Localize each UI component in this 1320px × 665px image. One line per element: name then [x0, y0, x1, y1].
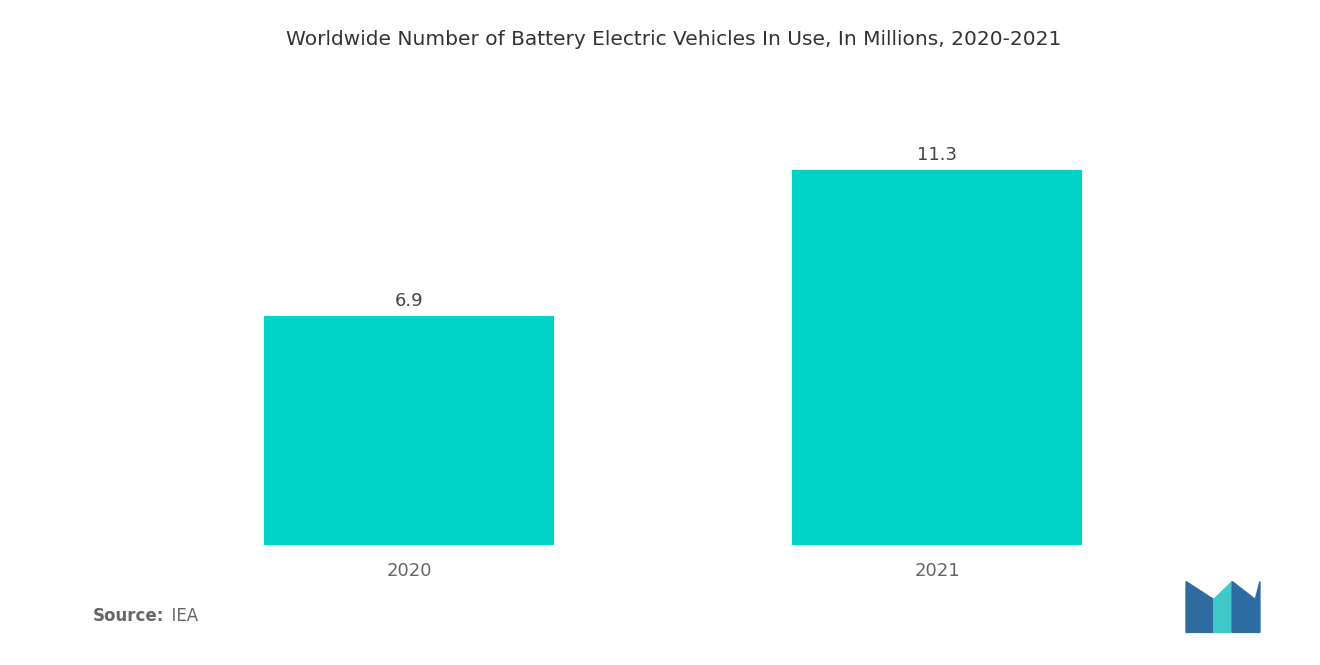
Text: 6.9: 6.9: [395, 292, 424, 310]
Title: Worldwide Number of Battery Electric Vehicles In Use, In Millions, 2020-2021: Worldwide Number of Battery Electric Veh…: [285, 30, 1061, 49]
Bar: [264, 316, 554, 545]
Text: IEA: IEA: [161, 607, 198, 625]
Polygon shape: [1214, 581, 1233, 632]
Bar: [792, 170, 1082, 545]
Polygon shape: [1233, 581, 1259, 632]
Text: Source:: Source:: [92, 607, 164, 625]
Text: 11.3: 11.3: [917, 146, 957, 164]
Polygon shape: [1185, 581, 1214, 632]
